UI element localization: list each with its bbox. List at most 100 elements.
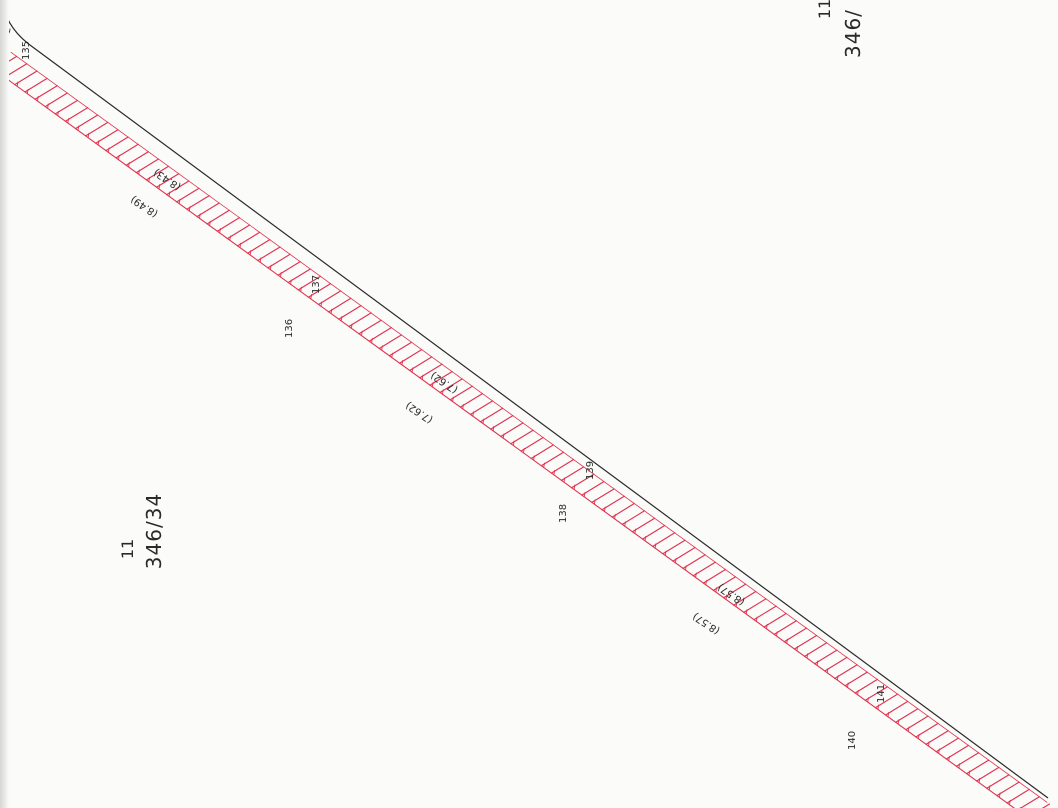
hatch-stroke — [553, 470, 556, 476]
hatch-stroke — [978, 777, 981, 784]
hatch-stroke — [583, 492, 586, 498]
hatch-stroke — [247, 239, 271, 254]
hatch-stroke — [530, 444, 554, 460]
hatch-stroke — [429, 371, 453, 386]
hatch-stroke — [206, 209, 230, 225]
hatch-stroke — [543, 462, 545, 468]
hatch-stroke — [634, 528, 637, 534]
hatch-stroke — [824, 656, 848, 672]
hatch-stroke — [176, 187, 200, 203]
hatch-stroke — [431, 382, 434, 388]
hatch-stroke — [95, 129, 119, 144]
hatch-stroke — [955, 752, 980, 767]
hatch-stroke — [236, 231, 261, 247]
hatch-stroke — [621, 510, 646, 525]
hatch-stroke — [105, 136, 129, 152]
scan-edge-shadow — [0, 0, 9, 808]
hatch-stroke — [439, 378, 463, 394]
hatch-stroke — [1041, 803, 1051, 808]
hatch-stroke — [358, 319, 382, 335]
hatch-stroke — [338, 305, 362, 320]
hatch-stroke — [692, 561, 716, 577]
hatch-stroke — [148, 176, 151, 183]
hatch-stroke — [611, 502, 635, 518]
hatch-stroke — [591, 488, 615, 503]
hatch-stroke — [178, 198, 181, 205]
hatch-stroke — [895, 708, 919, 723]
hatch-stroke — [125, 151, 149, 166]
hatch-stroke — [411, 367, 414, 373]
hatch-stroke — [158, 184, 161, 190]
hatch-stroke — [421, 374, 424, 381]
hatch-stroke — [773, 620, 797, 635]
hatch-stroke — [826, 667, 829, 674]
hatch-stroke — [674, 557, 677, 564]
hatch-stroke — [401, 360, 404, 366]
hatch-stroke — [885, 700, 909, 716]
hatch-stroke — [34, 85, 58, 100]
hatch-stroke — [409, 356, 433, 372]
hatch-stroke — [24, 77, 48, 93]
hatch-stroke — [87, 132, 90, 139]
hatch-stroke — [297, 275, 322, 291]
hatch-stroke — [419, 363, 443, 379]
hatch-stroke — [348, 312, 372, 328]
hatch-stroke — [449, 385, 473, 401]
hatch-stroke — [652, 532, 676, 547]
hatch-stroke — [317, 290, 342, 306]
hatch-stroke — [783, 627, 808, 643]
hatch-stroke — [915, 722, 939, 738]
hatch-stroke — [512, 440, 515, 447]
hatch-stroke — [290, 279, 292, 285]
parcel-right-number: 346/ — [841, 9, 865, 58]
hatch-stroke — [138, 169, 140, 175]
hatch-stroke — [118, 154, 120, 161]
hatch-stroke — [47, 103, 49, 109]
point-label-137: 137 — [311, 275, 322, 294]
parcel-right-class: 11 — [815, 0, 834, 19]
point-label-139: 139 — [585, 461, 596, 480]
hatch-stroke — [705, 579, 707, 586]
hatch-stroke — [398, 349, 423, 364]
hatch-stroke — [573, 484, 576, 490]
hatch-stroke — [945, 744, 970, 760]
hatch-stroke — [229, 235, 232, 241]
hatch-stroke — [854, 678, 878, 694]
hatch-stroke — [996, 781, 1020, 797]
hatch-stroke — [571, 473, 595, 489]
hatch-stroke — [624, 521, 626, 527]
hatch-stroke — [469, 400, 494, 416]
hatch-stroke — [10, 51, 1048, 803]
distance-label-7-62-lower: (7.62) — [404, 399, 435, 425]
hatch-stroke — [391, 352, 394, 359]
hatch-stroke — [186, 195, 210, 210]
hatch-stroke — [550, 458, 575, 474]
hatch-stroke — [533, 455, 535, 461]
hatch-stroke — [57, 110, 59, 117]
parcel-left-number: 346/34 — [142, 493, 166, 569]
hatch-stroke — [368, 327, 392, 342]
hatch-stroke — [986, 774, 1010, 789]
hatch-stroke — [560, 466, 585, 481]
hatch-stroke — [462, 404, 464, 410]
distance-label-7-62-upper: (7.62) — [429, 369, 460, 395]
hatch-stroke — [280, 272, 282, 278]
hatch-stroke — [664, 550, 667, 556]
hatch-stroke — [702, 568, 727, 584]
hatch-stroke — [64, 107, 89, 122]
hatch-stroke — [239, 242, 242, 249]
hatch-stroke — [85, 121, 109, 137]
hatch-stroke — [874, 693, 899, 709]
hatch-stroke — [340, 316, 343, 322]
hatch-stroke — [472, 411, 475, 417]
hatch-stroke — [37, 96, 39, 102]
hatch-stroke — [188, 206, 191, 212]
hatch-stroke — [654, 543, 657, 549]
hatch-stroke — [725, 594, 728, 600]
hatch-stroke — [490, 415, 514, 430]
hatch-stroke — [267, 253, 291, 269]
hatch-stroke — [743, 598, 767, 613]
hatch-stroke — [844, 671, 868, 687]
hatch-stroke — [26, 88, 29, 95]
